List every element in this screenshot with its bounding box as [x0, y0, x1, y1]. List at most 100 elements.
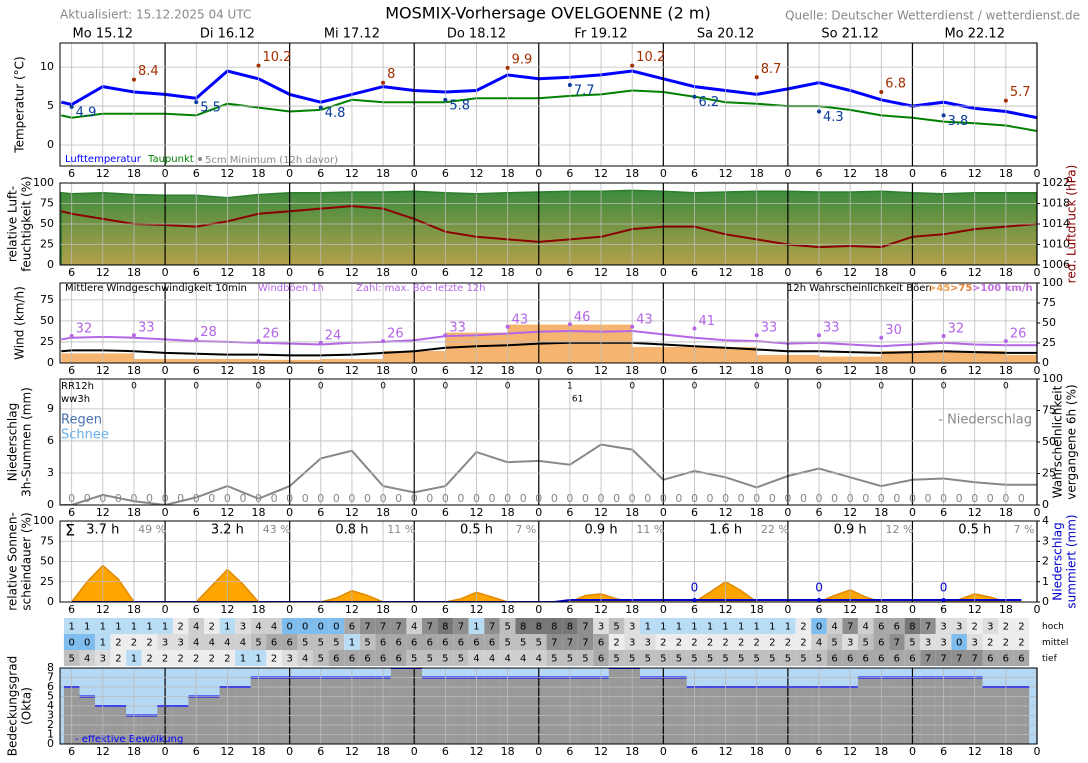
cloud-cell — [764, 634, 781, 650]
x-tick-label: 0 — [162, 266, 169, 279]
point — [443, 97, 448, 102]
y-tick-label: 75 — [40, 293, 54, 306]
cloud-cell-value: 2 — [209, 622, 215, 633]
chart-title: MOSMIX-Vorhersage OVELGOENNE (2 m) — [385, 4, 711, 23]
cloud-cell — [593, 618, 609, 634]
plot-frame — [59, 182, 1038, 266]
x-tick-label: 6 — [317, 603, 324, 616]
panel-plot — [60, 189, 1037, 265]
x-tick-label: 0 — [286, 506, 293, 519]
x-tick-label: 12 — [220, 266, 234, 279]
cloud-cell — [219, 650, 236, 666]
cloud-cell — [157, 634, 173, 650]
x-tick-label: 6 — [317, 745, 324, 758]
day-label: Mo 15.12 — [73, 27, 134, 42]
cloud-row-label: hoch — [1042, 622, 1064, 632]
cloud-cell — [110, 618, 127, 634]
cloud-cell-value: 5 — [504, 622, 510, 633]
legend-entry: Regen — [61, 413, 102, 428]
point-label: 30 — [885, 323, 902, 338]
cloud-cell — [499, 634, 516, 650]
x-tick-label: 6 — [68, 603, 75, 616]
x-tick-label: 18 — [999, 603, 1013, 616]
daily-sun-percent: 49 % — [138, 523, 166, 536]
cloud-cell — [733, 650, 749, 666]
cloud-cell-value: 7 — [956, 654, 962, 665]
cloud-cell — [344, 650, 360, 666]
cloud-cell-value: 2 — [769, 638, 775, 649]
cloud-cell-value: 1 — [131, 654, 137, 665]
point-label: 3.8 — [948, 114, 969, 129]
cloud-cell-value: 0 — [302, 622, 308, 633]
cloud-cell-value: 7 — [458, 622, 464, 633]
point — [194, 337, 199, 342]
x-tick-label: 18 — [501, 506, 515, 519]
cloud-row-label: mittel — [1042, 638, 1068, 648]
rr3h-value: 0 — [224, 492, 231, 505]
cloud-cell-value: 3 — [956, 622, 962, 633]
x-tick-label: 6 — [193, 506, 200, 519]
x-tick-label: 18 — [750, 745, 764, 758]
point — [630, 324, 635, 329]
cloud-cell — [982, 634, 999, 650]
cloud-cell-value: 5 — [333, 638, 339, 649]
y2-tick-label: 50 — [1042, 435, 1056, 448]
cloud-cell-value: 6 — [395, 654, 401, 665]
cloud-cell — [344, 618, 360, 634]
x-tick-label: 18 — [750, 266, 764, 279]
rr3h-value: 0 — [504, 492, 511, 505]
cloud-cell — [686, 618, 703, 634]
cloud-cell-value: 6 — [894, 654, 900, 665]
x-tick-label: 0 — [411, 266, 418, 279]
x-tick-label: 0 — [162, 506, 169, 519]
x-tick-label: 6 — [566, 603, 573, 616]
point-label: 4.9 — [76, 105, 97, 120]
legend-entry: Mittlere Windgeschwindigkeit 10min — [65, 283, 247, 294]
x-tick-label: 18 — [874, 266, 888, 279]
x-tick-label: 0 — [784, 167, 791, 180]
x-tick-label: 6 — [442, 745, 449, 758]
cloud-cell-value: 0 — [68, 638, 74, 649]
y-tick-label: 0 — [47, 737, 54, 750]
cloud-cell — [842, 650, 858, 666]
cloud-cell — [577, 634, 594, 650]
cloud-cell — [453, 650, 469, 666]
cloud-cell — [204, 634, 220, 650]
cloud-cell — [920, 650, 936, 666]
x-tick-label: 6 — [816, 745, 823, 758]
point — [1003, 339, 1008, 344]
x-tick-label: 6 — [442, 167, 449, 180]
cloud-cell — [110, 634, 127, 650]
legend-entry: - Niederschlag — [938, 413, 1032, 428]
x-tick-label: 18 — [127, 506, 141, 519]
cloud-cell-value: 7 — [380, 622, 386, 633]
cloud-cell-value: 6 — [427, 638, 433, 649]
cloud-cell-value: 8 — [536, 622, 542, 633]
point — [69, 104, 74, 109]
x-tick-label: 18 — [376, 364, 390, 377]
cloud-cell-value: 5 — [800, 654, 806, 665]
point — [567, 83, 572, 88]
cloud-cell — [328, 634, 345, 650]
cloud-cell-value: 2 — [115, 654, 121, 665]
x-tick-label: 12 — [345, 266, 359, 279]
point-label: 4.3 — [823, 110, 844, 125]
cloud-cell-value: 6 — [411, 638, 417, 649]
cloud-cell-value: 4 — [224, 638, 230, 649]
ww3h-value: 61 — [572, 395, 583, 405]
daily-sun-percent: 11 % — [636, 523, 664, 536]
cloud-cell — [702, 634, 718, 650]
cloud-cell-value: 3 — [240, 622, 246, 633]
point — [1003, 98, 1008, 103]
x-tick-label: 12 — [843, 745, 857, 758]
cloud-cell-value: 4 — [209, 638, 215, 649]
cloud-cell-value: 4 — [520, 654, 526, 665]
sum-label: 0 — [940, 580, 948, 594]
cloud-cell-value: 6 — [380, 638, 386, 649]
cloud-cell-value: 3 — [162, 638, 168, 649]
cloud-cell-value: 5 — [863, 638, 869, 649]
y2-tick-label: 100 — [1042, 276, 1063, 289]
sum-point — [817, 597, 822, 602]
cloud-cell-value: 5 — [816, 654, 822, 665]
